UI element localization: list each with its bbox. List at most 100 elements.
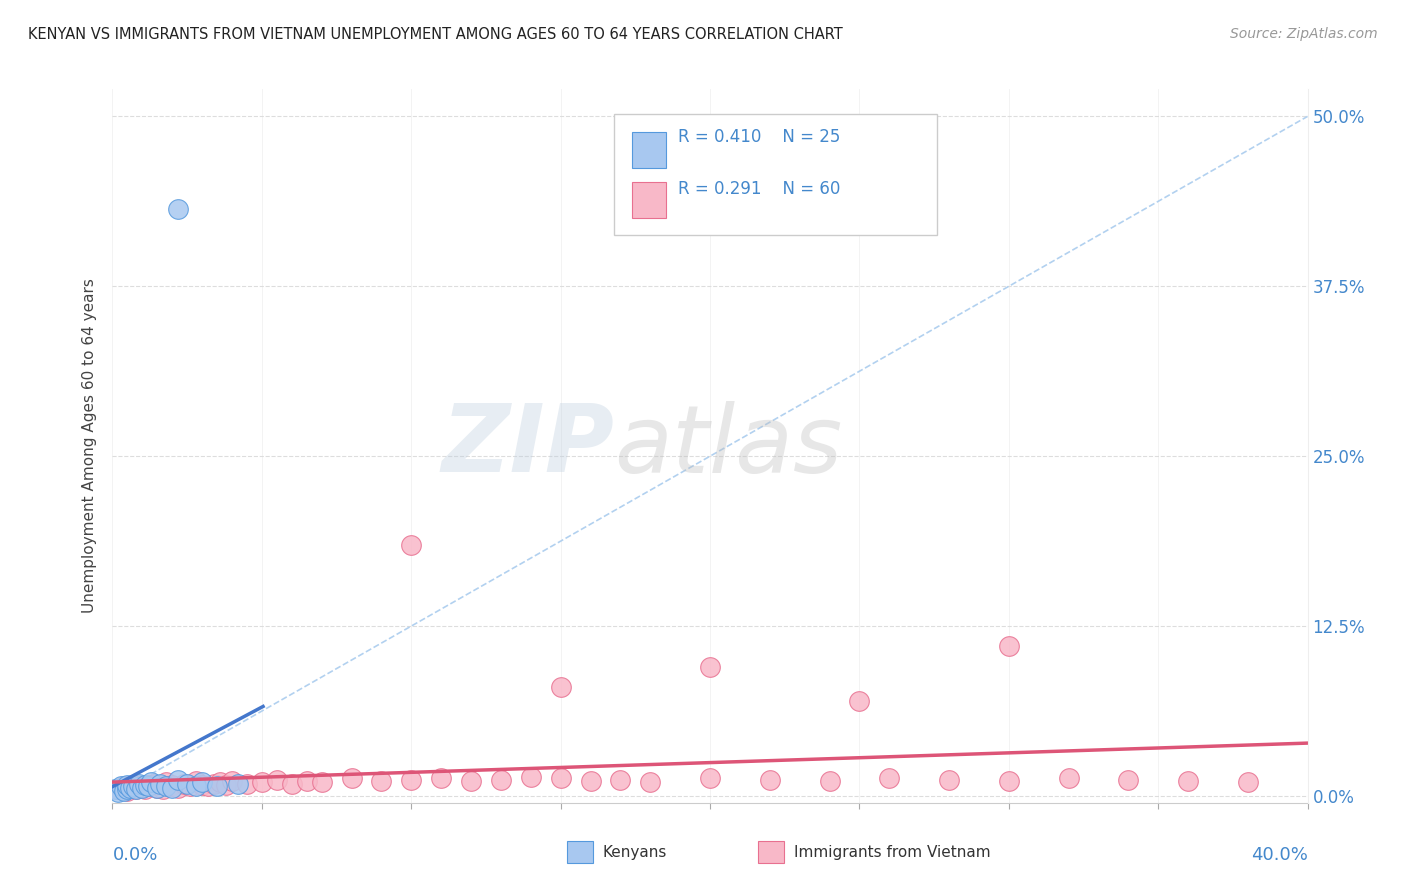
Point	[340, 772, 363, 786]
Point	[186, 774, 208, 789]
Point	[167, 780, 190, 795]
FancyBboxPatch shape	[633, 132, 666, 168]
Point	[191, 778, 214, 792]
Point	[226, 777, 249, 791]
Point	[149, 778, 172, 792]
Point	[759, 772, 782, 787]
Point	[938, 772, 960, 787]
Text: R = 0.410    N = 25: R = 0.410 N = 25	[678, 128, 841, 146]
Point	[215, 778, 238, 792]
Point	[848, 694, 870, 708]
Point	[143, 777, 166, 791]
Point	[167, 772, 190, 787]
Point	[179, 780, 201, 794]
Point	[131, 780, 153, 795]
Point	[114, 783, 135, 797]
Point	[162, 780, 183, 795]
Point	[125, 782, 148, 797]
Point	[205, 780, 228, 794]
Point	[173, 777, 195, 791]
Point	[998, 640, 1021, 654]
Point	[550, 680, 572, 694]
Point	[110, 780, 132, 794]
Point	[295, 774, 318, 789]
Point	[146, 780, 169, 795]
Point	[489, 772, 512, 787]
Point	[1177, 774, 1199, 789]
Point	[125, 782, 148, 797]
Y-axis label: Unemployment Among Ages 60 to 64 years: Unemployment Among Ages 60 to 64 years	[82, 278, 97, 614]
Point	[146, 780, 169, 795]
Point	[638, 775, 662, 789]
Point	[117, 783, 139, 797]
Point	[117, 778, 139, 792]
Point	[197, 780, 219, 794]
Point	[998, 774, 1021, 789]
FancyBboxPatch shape	[567, 840, 593, 863]
Point	[430, 772, 453, 786]
Point	[579, 774, 602, 789]
Point	[186, 780, 208, 794]
Point	[550, 772, 572, 786]
Text: Immigrants from Vietnam: Immigrants from Vietnam	[793, 845, 990, 860]
Point	[107, 785, 129, 799]
Point	[122, 780, 145, 794]
Point	[176, 777, 198, 791]
FancyBboxPatch shape	[614, 114, 936, 235]
Point	[401, 537, 423, 551]
Point	[138, 780, 160, 794]
Point	[370, 774, 392, 789]
Text: ZIP: ZIP	[441, 400, 614, 492]
Point	[152, 782, 174, 797]
Point	[460, 774, 482, 789]
FancyBboxPatch shape	[633, 182, 666, 218]
Point	[117, 782, 139, 797]
Text: KENYAN VS IMMIGRANTS FROM VIETNAM UNEMPLOYMENT AMONG AGES 60 TO 64 YEARS CORRELA: KENYAN VS IMMIGRANTS FROM VIETNAM UNEMPL…	[28, 27, 842, 42]
Point	[104, 782, 127, 797]
Point	[202, 777, 225, 791]
Point	[520, 770, 543, 784]
Point	[250, 775, 273, 789]
Point	[266, 772, 288, 787]
Point	[155, 780, 177, 794]
Point	[155, 775, 177, 789]
Text: 0.0%: 0.0%	[112, 846, 157, 863]
Point	[134, 778, 156, 792]
Point	[236, 777, 259, 791]
Point	[157, 780, 180, 794]
Point	[818, 774, 841, 789]
Point	[1237, 775, 1260, 789]
Point	[401, 772, 423, 787]
Point	[221, 774, 243, 789]
Point	[128, 780, 150, 794]
Text: atlas: atlas	[614, 401, 842, 491]
Point	[120, 780, 142, 795]
Point	[311, 775, 333, 789]
Point	[1057, 772, 1080, 786]
Point	[167, 202, 190, 216]
Point	[131, 780, 153, 795]
Point	[114, 780, 135, 794]
Text: Source: ZipAtlas.com: Source: ZipAtlas.com	[1230, 27, 1378, 41]
Point	[122, 778, 145, 792]
Point	[699, 660, 721, 674]
Text: R = 0.291    N = 60: R = 0.291 N = 60	[678, 180, 841, 198]
Point	[1118, 772, 1140, 787]
Point	[609, 772, 631, 787]
Point	[191, 775, 214, 789]
Point	[281, 777, 304, 791]
Point	[141, 780, 163, 794]
Point	[162, 778, 183, 792]
Point	[134, 782, 156, 797]
Point	[120, 780, 142, 795]
Point	[208, 775, 231, 789]
Point	[149, 777, 172, 791]
Text: Kenyans: Kenyans	[603, 845, 666, 860]
Point	[141, 775, 163, 789]
Point	[877, 772, 901, 786]
Point	[699, 772, 721, 786]
Point	[138, 778, 160, 792]
Point	[128, 777, 150, 791]
Text: 40.0%: 40.0%	[1251, 846, 1308, 863]
Point	[107, 782, 129, 797]
